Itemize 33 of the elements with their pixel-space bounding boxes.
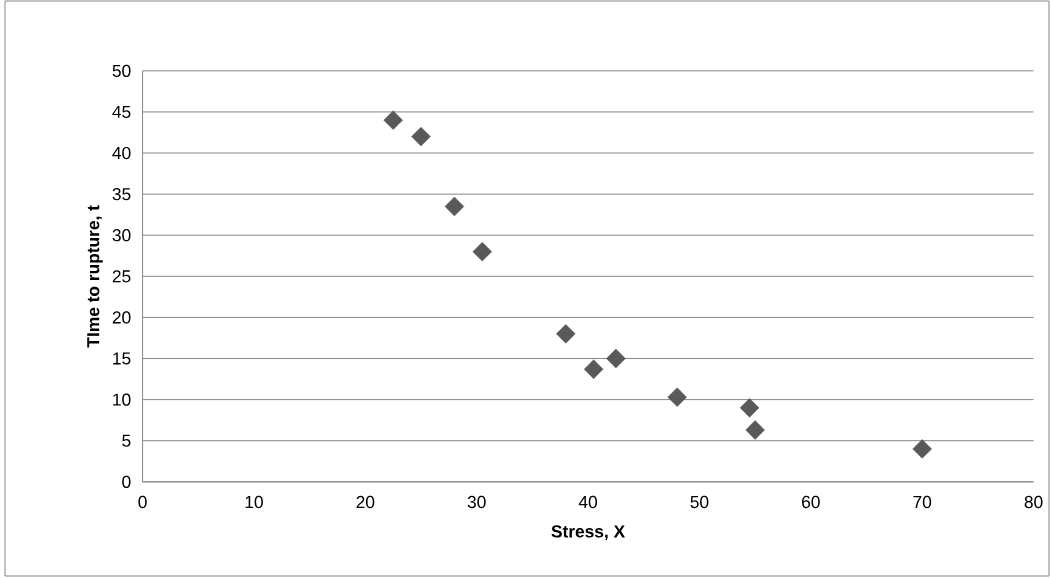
- point: [472, 241, 492, 262]
- x-tick-label: 80: [1024, 495, 1043, 509]
- point: [444, 196, 465, 217]
- x-tick-label: 40: [578, 495, 598, 509]
- x-tick-label: 60: [802, 495, 820, 509]
- point: [556, 324, 576, 344]
- y-tick-label: 10: [113, 393, 131, 406]
- point: [411, 126, 431, 147]
- point: [912, 439, 932, 459]
- y-tick-label: 5: [122, 434, 131, 447]
- y-tick-label: 45: [112, 105, 131, 118]
- point: [383, 110, 403, 130]
- y-tick-label: 30: [112, 229, 131, 242]
- x-tick-label: 0: [138, 495, 147, 509]
- x-tick-label: 20: [356, 495, 375, 509]
- point: [667, 387, 687, 407]
- point: [745, 420, 765, 440]
- y-tick-label: 35: [112, 187, 131, 201]
- y-tick-label: 0: [122, 475, 131, 488]
- y-tick-label: 40: [112, 146, 131, 160]
- x-tick-label: 10: [245, 495, 263, 509]
- y-tick-label: 20: [112, 311, 131, 324]
- y-tick-label: 15: [113, 352, 131, 365]
- y-tick-label: 50: [112, 64, 131, 77]
- point: [739, 398, 760, 418]
- x-axis-title: Stress, X: [551, 525, 625, 541]
- x-tick-label: 50: [690, 495, 709, 509]
- y-axis-title: TIme to rupture, t: [87, 205, 103, 348]
- x-tick-label: 30: [467, 495, 486, 509]
- x-tick-label: 70: [913, 495, 932, 509]
- y-tick-label: 25: [112, 270, 131, 283]
- point: [583, 359, 604, 379]
- point: [606, 348, 626, 369]
